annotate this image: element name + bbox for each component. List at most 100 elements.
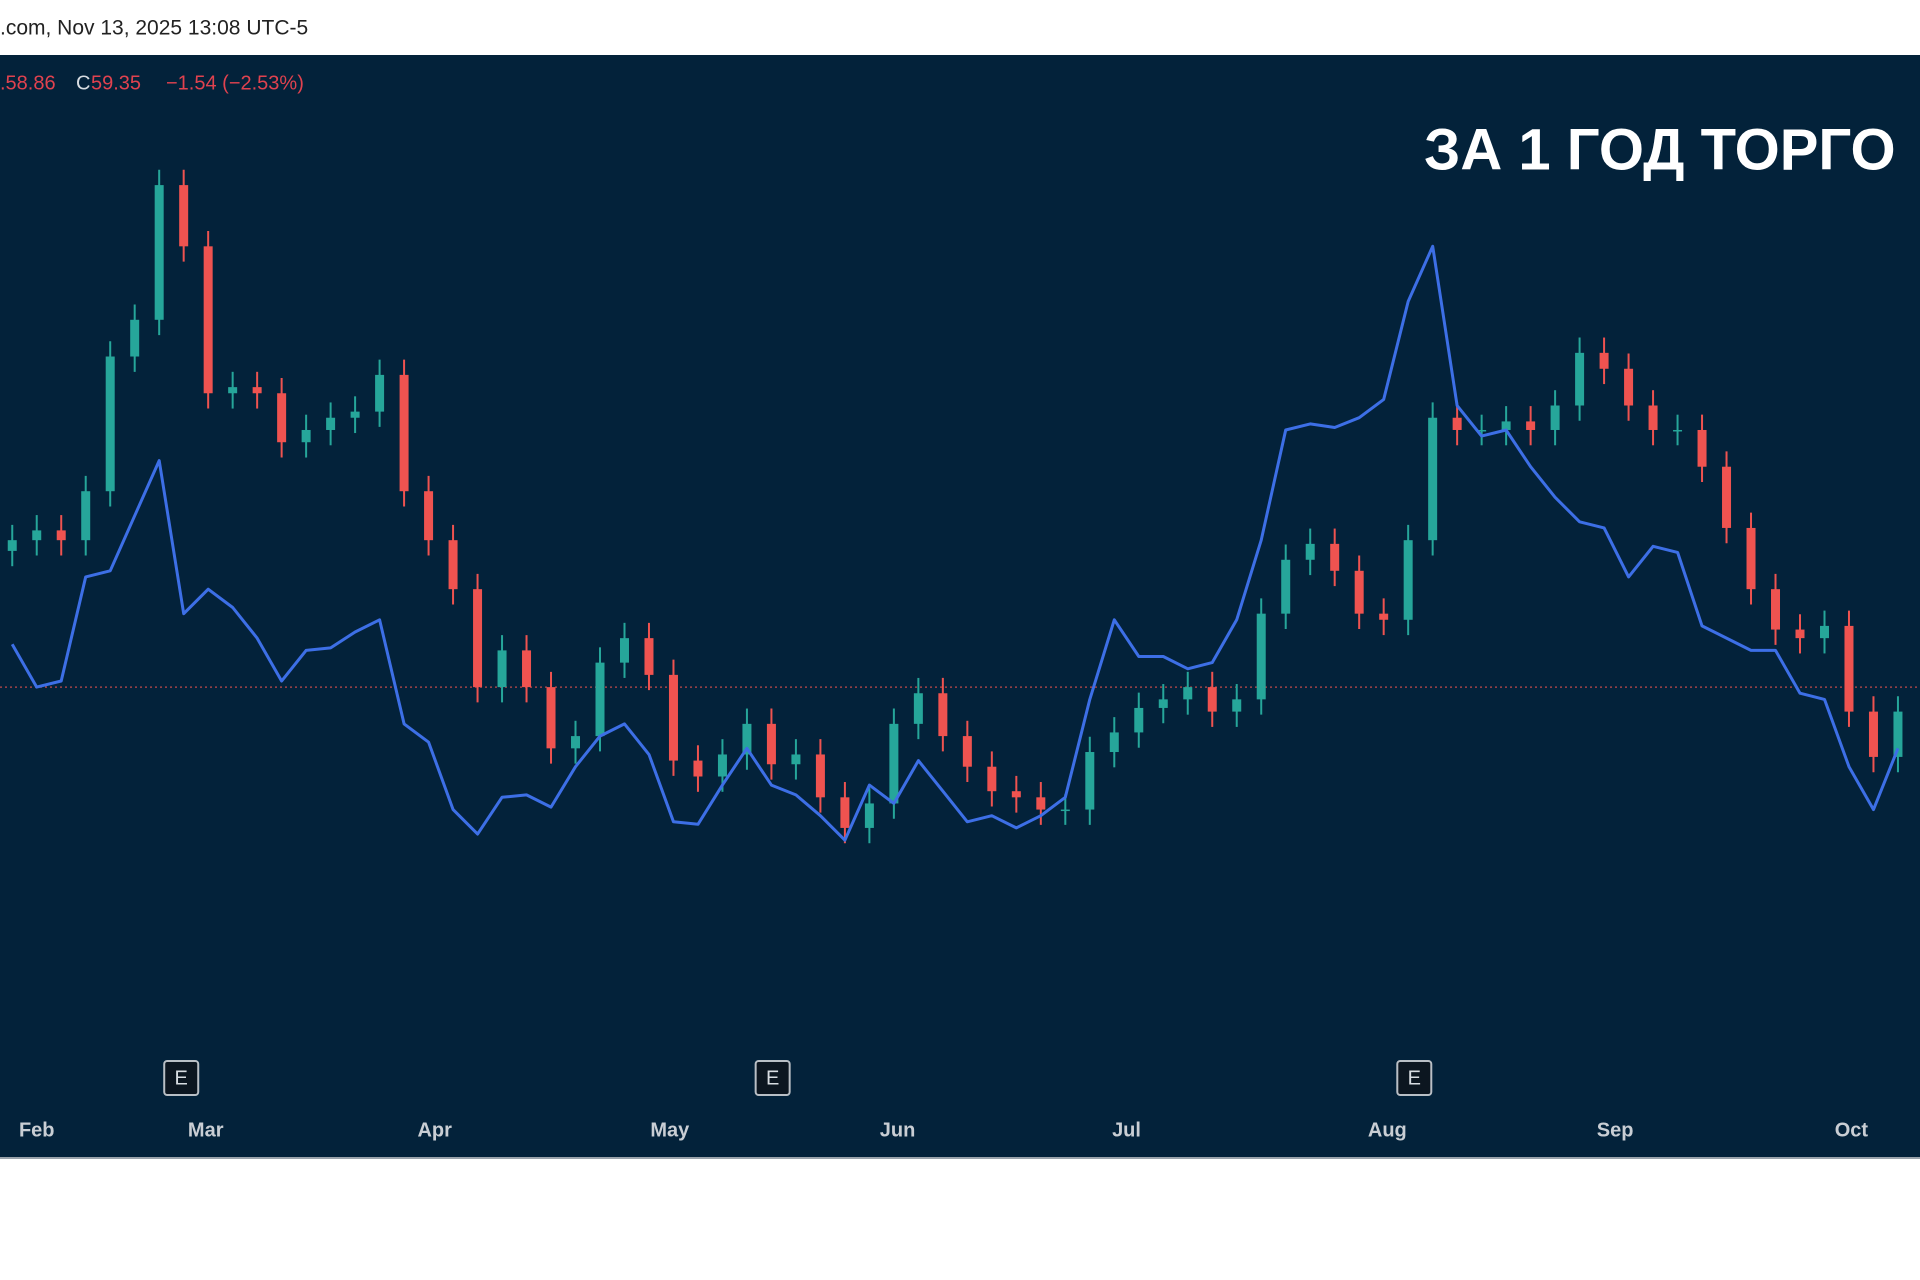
candle-body xyxy=(1795,629,1805,639)
candle-body xyxy=(1819,625,1829,639)
candle-body xyxy=(105,356,115,492)
event-label: E xyxy=(1408,1067,1421,1089)
candle-body xyxy=(130,319,140,357)
candle-body xyxy=(1305,543,1315,560)
candle-body xyxy=(1428,417,1438,541)
candle-body xyxy=(1403,540,1413,620)
candle-body xyxy=(1232,699,1242,712)
candle-body xyxy=(1771,589,1781,630)
candle-body xyxy=(1501,421,1511,430)
candle-body xyxy=(1207,687,1217,712)
candle-body xyxy=(473,589,483,688)
candle-body xyxy=(424,491,434,541)
header-text: .com, Nov 13, 2025 13:08 UTC-5 xyxy=(0,17,308,40)
candle-body xyxy=(1109,732,1119,753)
candle-body xyxy=(497,650,507,688)
overlay-line xyxy=(10,244,1900,842)
candle-body xyxy=(81,491,91,541)
candle-body xyxy=(1599,352,1609,369)
candle-body xyxy=(1697,429,1707,467)
candle-body xyxy=(938,693,948,737)
candle-body xyxy=(56,530,66,541)
candle-body xyxy=(252,387,262,394)
candle-body xyxy=(693,760,703,777)
candle-body xyxy=(766,723,776,765)
candle-body xyxy=(791,754,801,765)
candle-body xyxy=(1085,752,1095,810)
candle-body xyxy=(154,185,164,320)
candle-body xyxy=(1575,352,1585,406)
candle-body xyxy=(595,662,605,737)
candle-body xyxy=(326,417,336,430)
legend-change: −1.54 (−2.53%) xyxy=(166,72,304,94)
candle-body xyxy=(1526,421,1536,430)
candle-body xyxy=(742,723,752,755)
candle-body xyxy=(889,723,899,804)
candle-body xyxy=(375,374,385,412)
candle-body xyxy=(1256,613,1266,700)
candle-body xyxy=(1330,543,1340,571)
candle-body xyxy=(1060,809,1070,812)
x-tick-label: Jun xyxy=(880,1119,916,1141)
candle-body xyxy=(1673,429,1683,432)
candle-body xyxy=(1354,570,1364,614)
legend-close-prefix: C xyxy=(76,72,90,94)
x-tick-label: May xyxy=(650,1119,690,1141)
candle-body xyxy=(668,674,678,761)
candle-body xyxy=(913,693,923,724)
legend-low: .58.86 xyxy=(0,72,56,94)
candle-body xyxy=(1452,417,1462,430)
candle-body xyxy=(815,754,825,798)
x-tick-label: Jul xyxy=(1112,1119,1141,1141)
candle-body xyxy=(448,540,458,590)
event-label: E xyxy=(766,1067,779,1089)
candle-body xyxy=(1036,797,1046,810)
x-tick-label: Sep xyxy=(1597,1119,1634,1141)
candle-body xyxy=(1746,527,1756,590)
x-tick-label: Feb xyxy=(19,1119,55,1141)
candle-body xyxy=(1281,559,1291,614)
candle-body xyxy=(987,766,997,792)
candle-body xyxy=(1379,613,1389,620)
candle-body xyxy=(350,411,360,418)
candle-body xyxy=(1158,699,1168,708)
candle-body xyxy=(522,650,532,688)
candle-body xyxy=(1893,711,1903,757)
event-marker xyxy=(163,1060,200,1096)
x-tick-label: Mar xyxy=(188,1119,224,1141)
plot: Feb Mar Apr May Jun Jul Aug Sep Oct E E E xyxy=(0,169,1920,1141)
candle-body xyxy=(546,687,556,749)
candle-body xyxy=(7,540,17,551)
candle-body xyxy=(644,638,654,675)
candle-body xyxy=(1550,405,1560,430)
chart-title: ЗА 1 ГОД ТОРГО xyxy=(1424,117,1896,182)
candle-body xyxy=(1648,405,1658,430)
candle-body xyxy=(840,797,850,828)
event-marker xyxy=(754,1060,791,1096)
candle-body xyxy=(32,530,42,541)
candle-body xyxy=(1477,429,1487,432)
candle-body xyxy=(203,246,213,394)
candle-body xyxy=(399,374,409,492)
candle-body xyxy=(179,185,189,247)
plot-background xyxy=(0,55,1920,1157)
candle-body xyxy=(1134,707,1144,733)
candle-body xyxy=(962,736,972,767)
x-tick-label: Aug xyxy=(1368,1119,1407,1141)
candle-body xyxy=(571,736,581,749)
candle-body xyxy=(1868,711,1878,757)
candle-body xyxy=(1011,791,1021,798)
top-bar xyxy=(0,0,1920,55)
candle-body xyxy=(277,393,287,443)
candle-body xyxy=(1624,368,1634,406)
candle-body xyxy=(1183,687,1193,700)
x-tick-label: Oct xyxy=(1835,1119,1869,1141)
candle-body xyxy=(717,754,727,777)
event-label: E xyxy=(175,1067,188,1089)
candle-body xyxy=(1844,625,1854,712)
x-tick-label: Apr xyxy=(417,1119,452,1141)
candle-body xyxy=(301,429,311,443)
candle-body xyxy=(1722,466,1732,528)
